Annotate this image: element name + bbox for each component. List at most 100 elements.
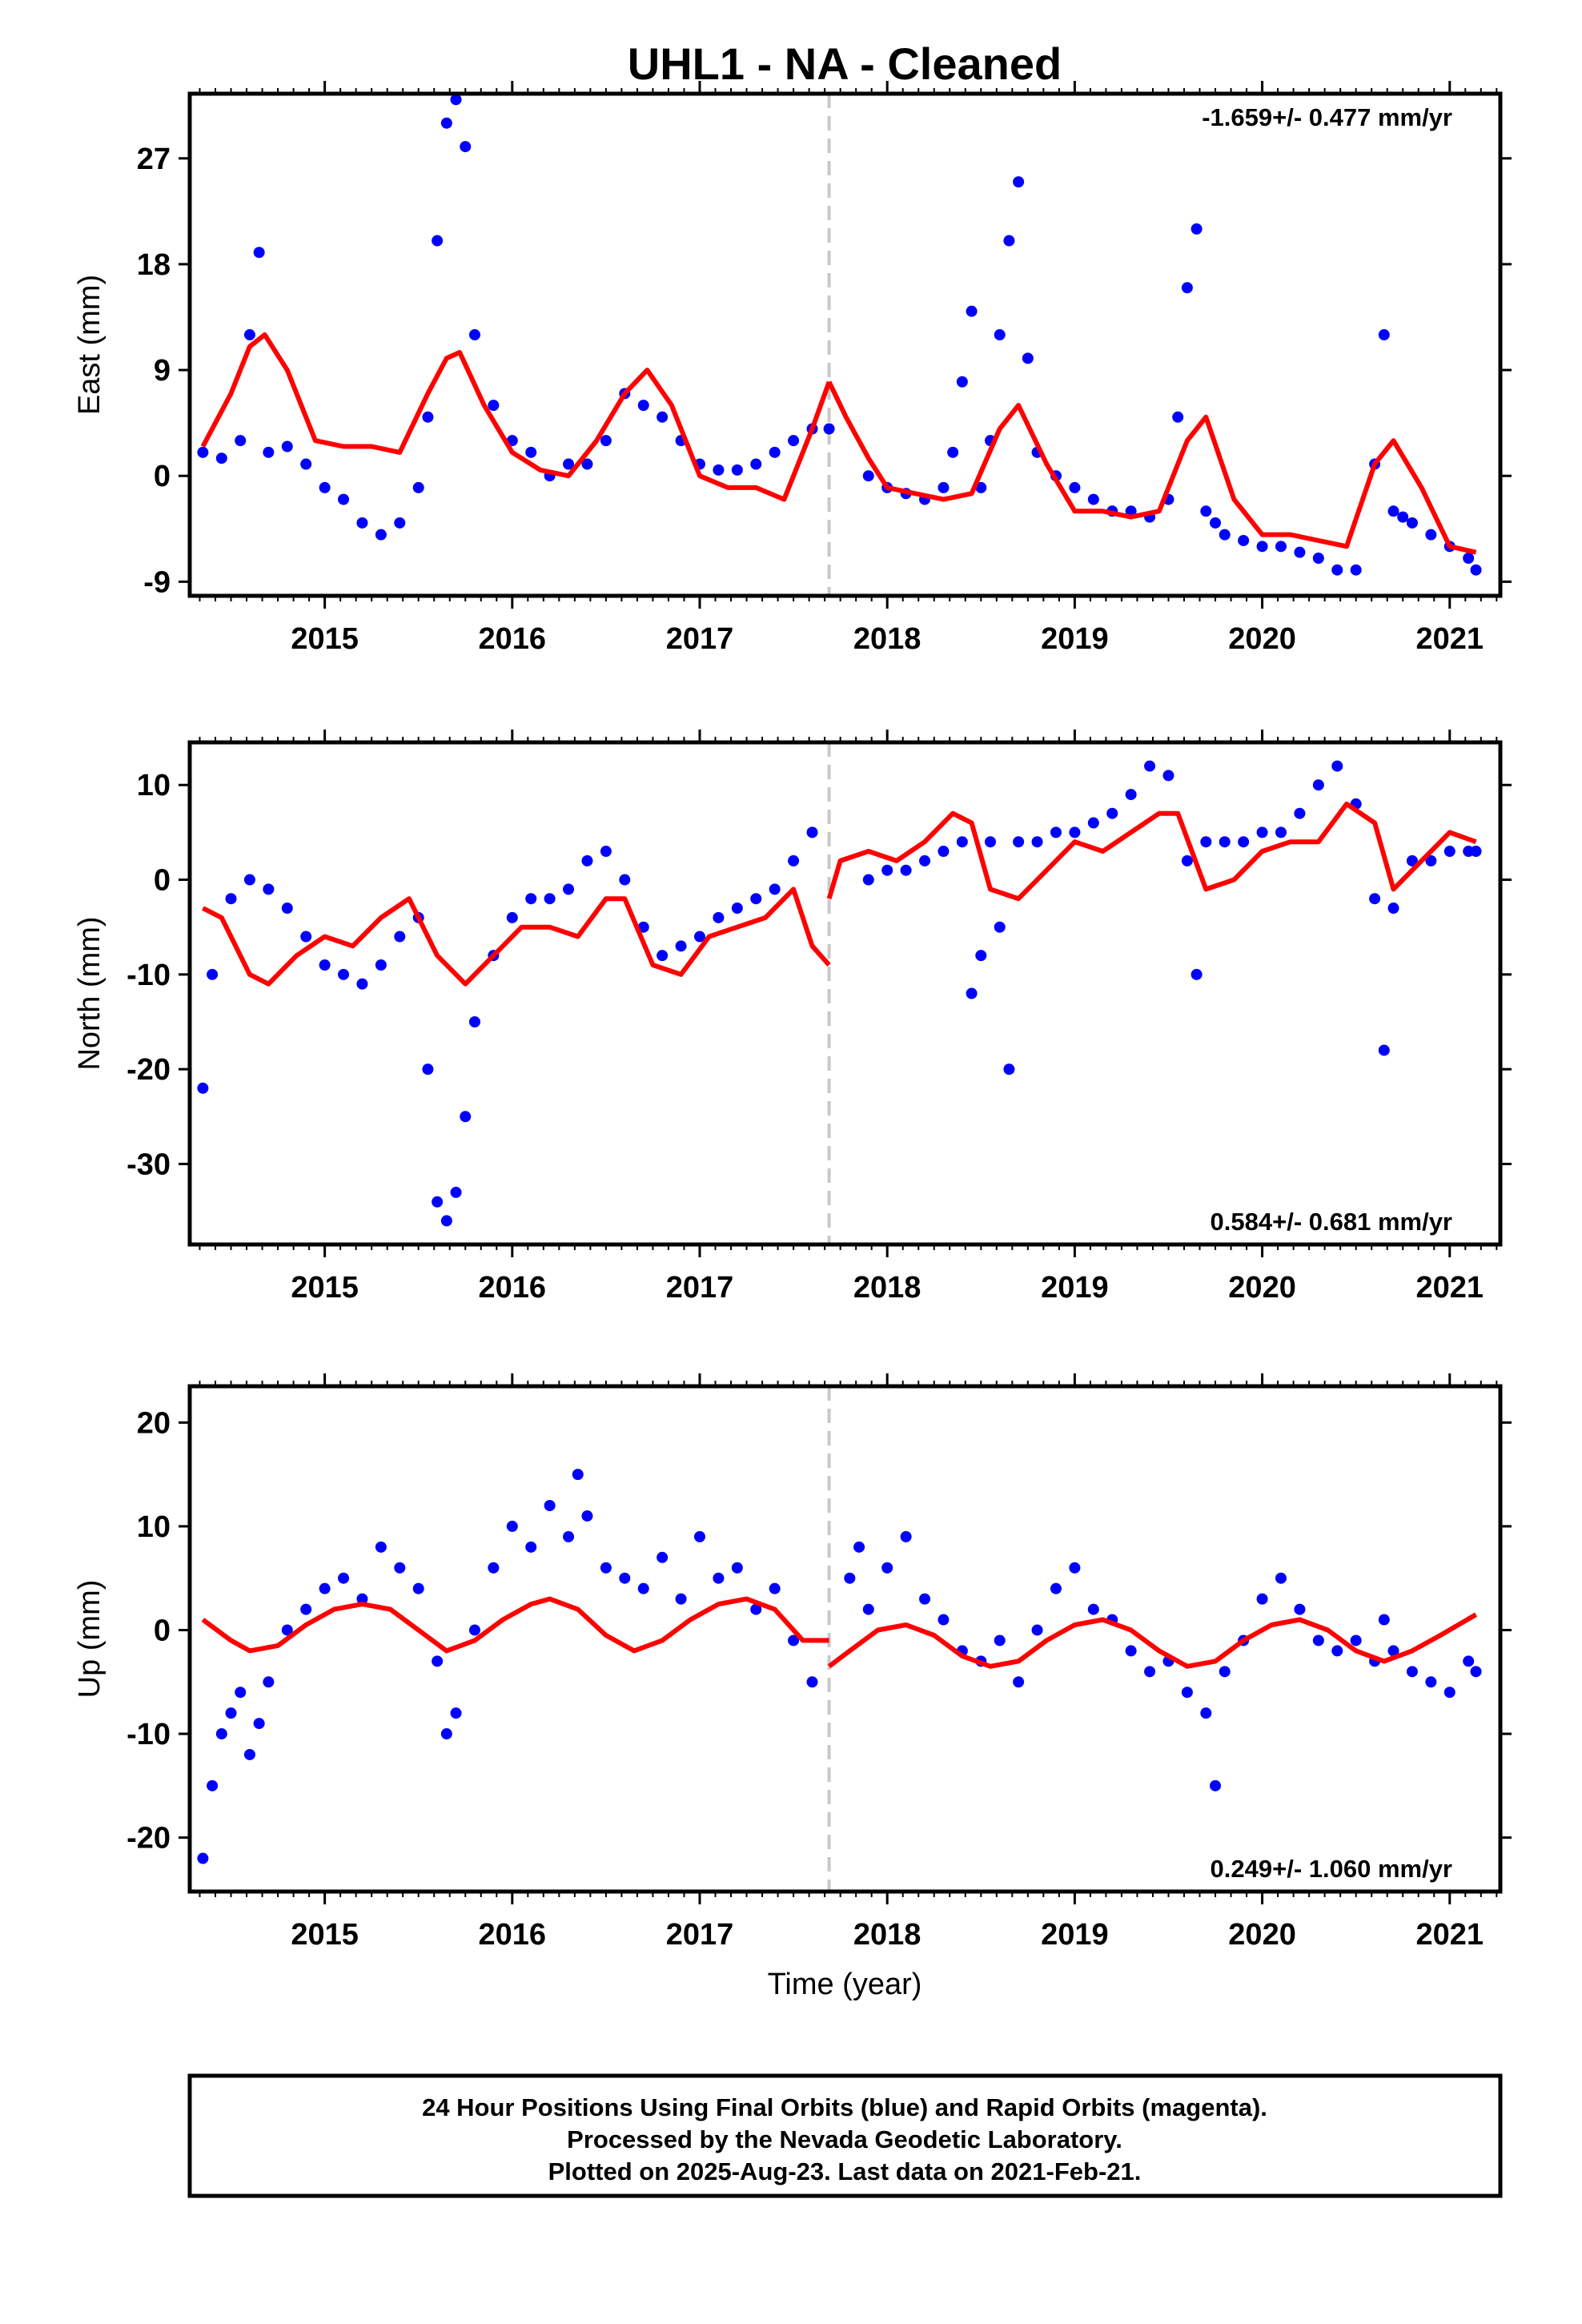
data-point <box>1125 789 1137 801</box>
data-point <box>938 481 950 493</box>
data-point <box>215 452 227 464</box>
data-point <box>1443 1687 1456 1699</box>
data-point <box>788 1634 800 1647</box>
data-point <box>1406 854 1418 866</box>
data-point <box>806 1676 818 1688</box>
model-curve-1 <box>201 1596 829 1654</box>
x-tick-label: 2015 <box>291 622 359 656</box>
data-point <box>525 893 537 905</box>
plot-frame <box>187 1384 1503 1894</box>
data-point <box>243 874 255 886</box>
data-point <box>675 1593 687 1605</box>
data-point <box>235 1687 247 1699</box>
data-point <box>1470 846 1482 858</box>
data-point <box>1219 1666 1231 1678</box>
data-point <box>1470 1666 1482 1678</box>
data-point <box>225 893 237 905</box>
data-point <box>338 968 350 980</box>
x-tick-label: 2020 <box>1228 622 1296 656</box>
data-point <box>938 846 950 858</box>
data-point <box>468 1624 480 1636</box>
data-point <box>1125 1645 1137 1657</box>
data-point <box>975 481 987 493</box>
data-point <box>750 893 762 905</box>
data-point <box>225 1707 237 1719</box>
rate-annotation: 0.249+/- 1.060 mm/yr <box>1211 1855 1452 1883</box>
data-point <box>1350 564 1362 576</box>
data-point <box>862 470 874 482</box>
x-tick-label: 2016 <box>479 1271 547 1305</box>
data-point <box>619 874 631 886</box>
data-point <box>862 1603 874 1615</box>
data-point <box>281 1624 293 1636</box>
data-point <box>506 911 518 923</box>
data-point <box>1369 893 1381 905</box>
y-tick-label: -10 <box>126 959 171 992</box>
data-point <box>1069 481 1081 493</box>
data-point <box>844 1572 856 1584</box>
x-tick-label: 2019 <box>1041 1918 1109 1952</box>
data-point <box>1003 235 1015 247</box>
data-point <box>450 94 462 106</box>
data-point <box>1387 505 1399 517</box>
data-point <box>460 1111 472 1123</box>
up-panel: -20 -10 0 10 20 2015 2016 2017 2018 2019 2020 2021 U… <box>73 1373 1512 1952</box>
model-curve-2 <box>826 801 1477 902</box>
model-curve-1 <box>202 887 831 987</box>
data-point <box>600 1562 612 1574</box>
data-point <box>600 435 612 447</box>
data-point <box>731 464 743 476</box>
data-point <box>1162 770 1174 782</box>
data-point <box>956 376 968 388</box>
data-point <box>919 1593 931 1605</box>
data-point <box>422 411 434 423</box>
data-point <box>422 1063 434 1076</box>
y-tick-label: 27 <box>137 143 171 176</box>
data-point <box>1050 826 1062 838</box>
data-point <box>900 1530 912 1542</box>
x-tick-label: 2021 <box>1415 1918 1484 1952</box>
data-point <box>394 517 406 529</box>
data-point <box>1350 1634 1362 1647</box>
data-point <box>1443 846 1456 858</box>
x-tick-label: 2019 <box>1041 1271 1109 1305</box>
data-point <box>432 235 444 247</box>
data-point <box>1087 817 1099 829</box>
data-point <box>525 446 537 458</box>
x-tick-label: 2018 <box>853 1271 921 1305</box>
data-point <box>713 464 725 476</box>
x-tick-label: 2019 <box>1041 622 1109 656</box>
data-point <box>731 903 743 915</box>
data-point <box>506 1520 518 1532</box>
data-point <box>656 1551 669 1563</box>
data-point <box>862 874 874 886</box>
data-point <box>1470 564 1482 576</box>
x-tick-label: 2015 <box>291 1918 359 1952</box>
observation-points <box>197 94 1482 576</box>
data-point <box>656 950 669 962</box>
data-point <box>1003 1063 1015 1076</box>
data-point <box>1031 836 1043 848</box>
data-point <box>750 1603 762 1615</box>
data-point <box>1013 836 1025 848</box>
data-point <box>281 903 293 915</box>
data-point <box>1181 282 1193 294</box>
data-point <box>460 141 472 153</box>
data-point <box>263 1676 275 1688</box>
x-tick-label: 2017 <box>666 622 734 656</box>
y-tick-label: -10 <box>126 1718 171 1751</box>
data-point <box>694 931 706 943</box>
data-point <box>1275 1572 1287 1584</box>
data-point <box>1022 352 1034 364</box>
x-tick-label: 2018 <box>853 622 921 656</box>
data-point <box>581 1510 593 1522</box>
data-point <box>1125 505 1137 517</box>
data-point <box>1378 1044 1390 1056</box>
x-tick-label: 2020 <box>1228 1918 1296 1952</box>
data-point <box>1050 1582 1062 1594</box>
data-point <box>412 1582 424 1594</box>
data-point <box>263 883 275 895</box>
data-point <box>966 987 978 999</box>
data-point <box>300 931 312 943</box>
data-point <box>1200 1707 1212 1719</box>
